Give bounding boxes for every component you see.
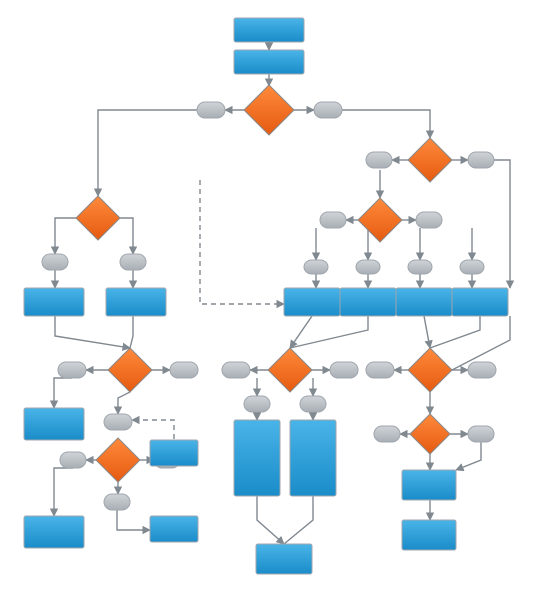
decision-diamond <box>408 138 452 182</box>
edge <box>130 316 133 348</box>
connector-pill <box>408 260 432 274</box>
decision-diamond <box>76 196 120 240</box>
process-rect <box>234 420 280 496</box>
process-rect <box>234 18 304 42</box>
decision-diamond <box>408 348 452 392</box>
connector-pill <box>60 452 86 468</box>
connector-pill <box>170 362 198 378</box>
edge <box>54 378 72 408</box>
decision-diamond <box>358 198 402 242</box>
process-rect <box>402 470 456 500</box>
edge <box>424 316 430 348</box>
decision-diamond <box>96 438 140 482</box>
edge <box>494 160 510 288</box>
edge <box>118 392 130 414</box>
connector-pill <box>222 362 250 378</box>
process-rect <box>24 516 84 548</box>
connector-pill <box>460 260 484 274</box>
decision-diamond <box>244 85 294 135</box>
connector-pill <box>197 102 225 118</box>
connector-pill <box>366 362 394 378</box>
process-rect <box>106 288 166 316</box>
connector-pill <box>374 426 400 442</box>
nodes-layer <box>24 18 508 574</box>
process-rect <box>24 408 84 440</box>
connector-pill <box>330 362 358 378</box>
edge <box>54 468 73 516</box>
connector-pill <box>314 102 342 118</box>
process-rect <box>284 288 340 316</box>
decision-diamond <box>108 348 152 392</box>
connector-pill <box>468 426 494 442</box>
process-rect <box>256 544 312 574</box>
edge <box>117 510 150 530</box>
connector-pill <box>468 152 494 168</box>
process-rect <box>234 50 304 74</box>
edge <box>120 218 133 254</box>
connector-pill <box>320 212 346 228</box>
decision-diamond <box>268 348 312 392</box>
process-rect <box>452 288 508 316</box>
process-rect <box>24 288 84 316</box>
process-rect <box>290 420 336 496</box>
connector-pill <box>120 254 146 270</box>
process-rect <box>396 288 452 316</box>
process-rect <box>150 516 198 542</box>
connector-pill <box>58 362 86 378</box>
connector-pill <box>304 260 328 274</box>
connector-pill <box>356 260 380 274</box>
connector-pill <box>104 494 130 510</box>
connector-pill <box>468 362 496 378</box>
connector-pill <box>416 212 442 228</box>
edge <box>342 110 430 138</box>
flowchart-canvas <box>0 0 555 600</box>
edge <box>98 110 197 196</box>
connector-pill <box>42 254 68 270</box>
connector-pill <box>366 152 392 168</box>
process-rect <box>150 440 198 466</box>
edge <box>55 316 130 348</box>
process-rect <box>340 288 396 316</box>
connector-pill <box>244 396 270 412</box>
decision-diamond <box>410 414 450 454</box>
edge <box>200 180 284 304</box>
connector-pill <box>104 414 132 430</box>
connector-pill <box>300 396 326 412</box>
edge <box>284 496 313 544</box>
edge <box>456 442 481 470</box>
edge <box>257 496 284 544</box>
edge <box>430 316 480 348</box>
edge <box>55 218 76 254</box>
process-rect <box>402 520 456 550</box>
